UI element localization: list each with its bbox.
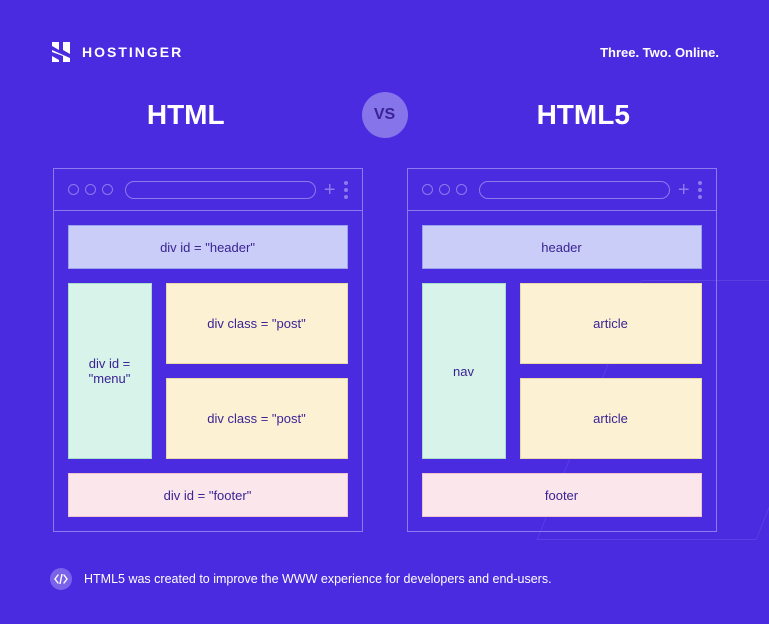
window-dot [422, 184, 433, 195]
block-div-menu: div id = "menu" [68, 283, 152, 459]
kebab-icon [698, 181, 702, 199]
brand-name: HOSTINGER [82, 44, 183, 60]
panels-wrapper: + div id = "header" div id = "menu" div … [50, 168, 719, 532]
block-footer: footer [422, 473, 702, 517]
panel-html: + div id = "header" div id = "menu" div … [53, 168, 363, 532]
url-bar [125, 181, 316, 199]
col-right: article article [520, 283, 702, 459]
title-html: HTML [50, 99, 322, 131]
title-html5: HTML5 [448, 99, 720, 131]
block-div-post: div class = "post" [166, 283, 348, 364]
header-row: HOSTINGER Three. Two. Online. [50, 40, 719, 64]
footer-note: HTML5 was created to improve the WWW exp… [50, 568, 719, 590]
row-mid: div id = "menu" div class = "post" div c… [68, 283, 348, 459]
block-nav: nav [422, 283, 506, 459]
window-controls [422, 184, 467, 195]
block-div-header: div id = "header" [68, 225, 348, 269]
tagline: Three. Two. Online. [600, 45, 719, 60]
window-controls [68, 184, 113, 195]
window-dot [102, 184, 113, 195]
hostinger-logo-icon [50, 40, 72, 64]
col-right: div class = "post" div class = "post" [166, 283, 348, 459]
window-dot [439, 184, 450, 195]
block-div-footer: div id = "footer" [68, 473, 348, 517]
code-icon [50, 568, 72, 590]
plus-icon: + [324, 180, 336, 200]
brand-logo: HOSTINGER [50, 40, 183, 64]
row-mid: nav article article [422, 283, 702, 459]
footer-text: HTML5 was created to improve the WWW exp… [84, 572, 552, 586]
plus-icon: + [678, 180, 690, 200]
browser-bar: + [54, 169, 362, 211]
window-dot [456, 184, 467, 195]
titles-row: HTML VS HTML5 [50, 92, 719, 138]
panel-body: header nav article article footer [408, 211, 716, 531]
url-bar [479, 181, 670, 199]
window-dot [68, 184, 79, 195]
block-article: article [520, 283, 702, 364]
browser-bar: + [408, 169, 716, 211]
window-dot [85, 184, 96, 195]
block-div-post: div class = "post" [166, 378, 348, 459]
block-header: header [422, 225, 702, 269]
panel-html5: + header nav article article footer [407, 168, 717, 532]
block-article: article [520, 378, 702, 459]
panel-body: div id = "header" div id = "menu" div cl… [54, 211, 362, 531]
vs-badge: VS [362, 92, 408, 138]
infographic-canvas: HOSTINGER Three. Two. Online. HTML VS HT… [0, 0, 769, 624]
kebab-icon [344, 181, 348, 199]
